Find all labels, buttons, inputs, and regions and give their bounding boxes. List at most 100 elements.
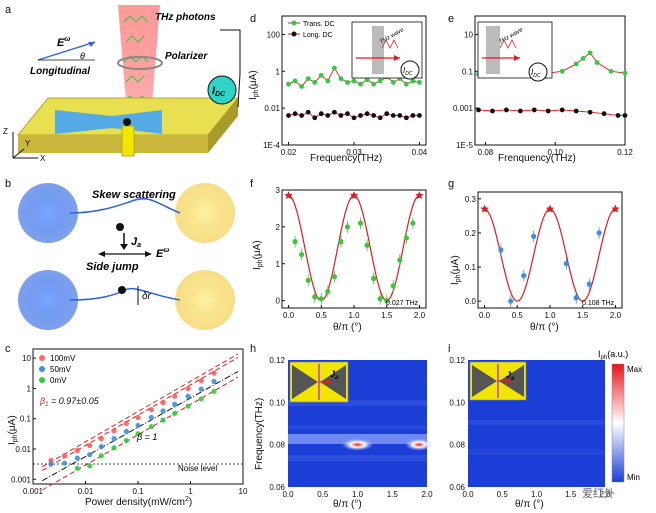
- legend-long: Long. DC: [303, 32, 333, 39]
- point-d-1-1: [292, 111, 298, 117]
- xtick-label-i: 2.0: [599, 490, 611, 499]
- point-e-0-10: [594, 60, 600, 65]
- point-e-1-9: [601, 111, 607, 117]
- point-100mV-6: [123, 420, 129, 427]
- star-g-5: [545, 204, 555, 213]
- xlabel-c: Power density(mW/cm2): [85, 496, 192, 508]
- inset-h: Ja: [289, 361, 349, 403]
- point-100mV-8: [148, 406, 155, 413]
- inset-e-idc: IDC: [531, 68, 541, 79]
- point-e-0-6: [559, 68, 565, 74]
- point-100mV-12: [198, 378, 204, 384]
- point-100mV-0: [48, 457, 54, 464]
- beta-fit-label: β1 = 0.97±0.05: [39, 396, 100, 408]
- legend-marker-long: [291, 31, 297, 37]
- ytick-label-i: 0.10: [449, 398, 465, 407]
- heatmap-h-hotspot-2: [405, 438, 433, 451]
- xtick-label-h: 0.5: [317, 490, 329, 499]
- panel-label-d: d: [250, 13, 256, 25]
- legend-trans: Trans. DC: [303, 21, 335, 28]
- point-50mV-8: [148, 414, 155, 421]
- star-g-10: [611, 204, 620, 213]
- point-e-1-11: [622, 113, 628, 118]
- ylabel-c: Iph(μA): [7, 415, 19, 445]
- point-d-0-12: [364, 77, 370, 83]
- e-field-arrowhead: [88, 42, 95, 47]
- point-d-0-4: [312, 79, 318, 85]
- point-g-1: [498, 247, 504, 253]
- xtick-label-e: 0.08: [478, 148, 494, 157]
- e-field-arrow: [37, 41, 96, 61]
- heatmap-h-texture: [288, 400, 427, 461]
- star-f-10: [349, 191, 359, 200]
- ytick-label-d: 1: [276, 67, 281, 76]
- plot-frame-f: [281, 189, 427, 309]
- panel-label-g: g: [448, 178, 454, 190]
- point-d-1-15: [384, 111, 390, 117]
- point-d-1-16: [390, 113, 396, 118]
- inset-h-ja: Ja: [330, 369, 339, 381]
- xticks-e: 0.08 0.10 0.12: [478, 142, 633, 157]
- ja-arrowhead: [120, 244, 128, 250]
- point-g-7: [573, 295, 579, 301]
- thz-photons-label: THz photons: [155, 12, 216, 23]
- ylabel-g: Iph(μA): [450, 255, 462, 285]
- fit-line-50mV: [41, 357, 239, 471]
- point-0mV-7: [160, 417, 166, 423]
- point-e-1-8: [587, 109, 593, 115]
- xtick-label-i: 1.5: [565, 490, 577, 499]
- point-100mV-10: [172, 393, 178, 399]
- point-100mV-3: [87, 442, 93, 449]
- plot-frame-e: [474, 15, 626, 146]
- yticks-h: 0.06 0.08 0.10 0.12: [269, 356, 285, 492]
- device-substrate-edge: [208, 98, 238, 153]
- point-d-1-6: [325, 113, 331, 118]
- xtick-label-c: 10: [239, 487, 248, 496]
- ytick-label-f: 3: [276, 186, 281, 195]
- bowtie-left: [55, 110, 112, 134]
- xtick-label-e: 0.12: [617, 148, 633, 157]
- point-d-0-0: [286, 81, 291, 87]
- yticks-e: 1E-5 0.001 0.1 10: [453, 30, 478, 150]
- point-d-1-2: [299, 113, 305, 118]
- point-d-0-18: [403, 81, 409, 87]
- ylabel-h: Frequency(THz): [254, 398, 265, 470]
- coord-axes: [12, 132, 38, 159]
- point-50mV-5: [111, 436, 117, 442]
- xlabel-i: θ/π (°): [515, 499, 544, 510]
- xticks-i: 0.0 0.5 1.0 1.5 2.0: [462, 490, 611, 499]
- point-f-8: [338, 239, 344, 245]
- xtick-label-d: 0.02: [281, 148, 297, 157]
- side-jump-label: Side jump: [86, 261, 139, 273]
- panel-label-f: f: [250, 178, 254, 190]
- xtick-label-d: 0.04: [412, 148, 428, 157]
- longitudinal-label: Longitudinal: [30, 66, 90, 77]
- point-50mV-6: [123, 428, 129, 435]
- gate-electrode: [121, 125, 135, 157]
- colorbar-max: Max: [627, 365, 642, 374]
- point-0mV-9: [185, 403, 191, 409]
- ytick-label-d: 1E-4: [263, 141, 280, 150]
- ytick-label-g: 0.1: [465, 263, 477, 272]
- axis-x-label: X: [40, 154, 46, 163]
- xtick-label-c: 0.001: [23, 487, 44, 496]
- point-0mV-0: [74, 465, 80, 471]
- electron-top: [116, 223, 124, 231]
- point-d-1-17: [397, 113, 403, 118]
- inset-e: THz wave IDC: [477, 21, 553, 82]
- ytick-label-e: 10: [464, 30, 473, 39]
- xtick-label-h: 2.0: [421, 490, 433, 499]
- xtick-label-h: 0.0: [282, 490, 294, 499]
- star-g-0: [480, 204, 489, 213]
- ytick-label-f: 0: [276, 297, 281, 306]
- xtick-label-c: 0.01: [78, 487, 94, 496]
- point-d-1-9: [345, 111, 350, 117]
- panel-d: d 0.02 0.03 0.04 1E-4 0.01 1 100 Frequency(TH…: [248, 13, 428, 164]
- panel-label-i: i: [448, 343, 450, 355]
- xtick-label-i: 0.0: [462, 490, 474, 499]
- point-50mV-13: [211, 378, 217, 385]
- e-field-label-b: Eω: [156, 247, 169, 260]
- point-d-1-12: [364, 111, 370, 117]
- inset-d: THz wave IDC: [351, 21, 423, 80]
